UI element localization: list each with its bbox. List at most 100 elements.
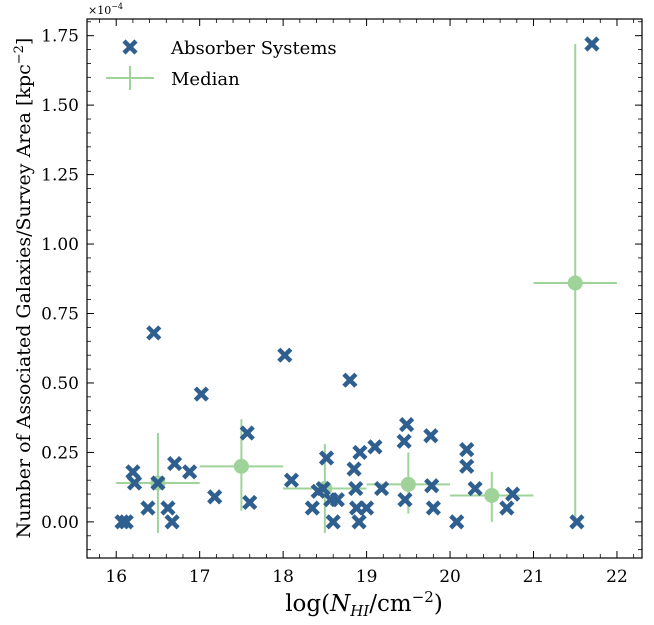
absorber-point — [207, 489, 223, 505]
y-tick-label: 1.75 — [41, 27, 79, 47]
absorber-point — [329, 492, 345, 508]
absorber-marker-stroke — [397, 492, 413, 508]
plot-frame — [86, 18, 643, 559]
absorber-point — [114, 514, 130, 530]
absorber-marker-stroke — [399, 417, 415, 433]
absorber-point — [164, 514, 180, 530]
absorber-point — [125, 464, 141, 480]
y-tick-label: 0.50 — [41, 374, 79, 394]
absorber-point — [467, 480, 483, 497]
absorber-marker-stroke — [329, 492, 345, 508]
median-marker — [233, 458, 249, 474]
x-tick-label: 21 — [523, 567, 545, 587]
y-tick-label: 1.25 — [41, 166, 79, 186]
absorber-marker-stroke — [505, 486, 521, 502]
absorber-marker-stroke — [167, 455, 183, 472]
absorber-marker-stroke — [358, 500, 375, 516]
x-tick-label: 17 — [189, 567, 211, 587]
absorber-marker-stroke — [242, 494, 258, 511]
absorber-marker-stroke — [239, 425, 255, 441]
absorber-point — [348, 480, 364, 497]
absorber-marker-stroke — [342, 372, 358, 388]
absorber-point — [423, 428, 439, 444]
absorber-point — [140, 500, 156, 516]
y-tick-label: 0.75 — [41, 305, 79, 325]
absorber-point — [242, 494, 258, 511]
x-axis-label: log(NHI/cm−2) — [285, 588, 443, 620]
absorber-marker-stroke — [584, 36, 600, 52]
absorber-point — [342, 372, 358, 388]
absorber-marker-stroke — [423, 428, 439, 444]
median-point — [533, 44, 617, 522]
y-scale-factor: ×10−4 — [88, 2, 123, 17]
absorber-marker-stroke — [207, 489, 223, 505]
absorber-marker-stroke — [160, 500, 176, 516]
absorber-marker-stroke — [315, 480, 331, 497]
absorber-point — [367, 439, 383, 455]
absorber-point — [239, 425, 255, 441]
absorber-point — [374, 480, 390, 497]
absorber-marker-stroke — [125, 464, 141, 480]
absorber-point — [459, 458, 475, 474]
absorber-point — [346, 461, 362, 477]
absorber-point — [499, 500, 515, 516]
absorber-point — [304, 500, 320, 516]
absorber-marker-stroke — [569, 514, 585, 530]
absorber-point — [325, 514, 341, 530]
legend: Absorber Systems Median — [106, 38, 337, 90]
absorber-marker-stroke — [424, 478, 440, 494]
absorber-point — [459, 442, 475, 458]
absorber-point — [569, 514, 585, 530]
median-point — [450, 471, 534, 522]
x-tick-label: 18 — [272, 567, 294, 587]
absorber-marker-stroke — [374, 480, 390, 497]
absorber-marker-stroke — [182, 464, 198, 480]
legend-absorber-marker — [122, 39, 138, 55]
absorber-marker-stroke — [459, 458, 475, 474]
absorber-point — [182, 464, 198, 480]
absorber-point — [118, 514, 134, 530]
absorber-marker-stroke — [459, 442, 475, 458]
absorber-marker-stroke — [352, 444, 368, 461]
absorber-marker-stroke — [118, 514, 134, 530]
x-tick-label: 19 — [356, 567, 378, 587]
absorber-marker-stroke — [318, 450, 335, 466]
absorber-point — [399, 417, 415, 433]
absorber-point — [358, 500, 375, 516]
absorber-marker-stroke — [348, 480, 364, 497]
absorber-point — [397, 492, 413, 508]
absorber-point — [193, 386, 209, 402]
median-series — [116, 44, 617, 533]
absorber-marker-stroke — [304, 500, 320, 516]
absorber-point — [167, 455, 183, 472]
y-tick-label: 1.50 — [41, 96, 79, 116]
absorber-marker-stroke — [467, 480, 483, 497]
legend-median-label: Median — [171, 69, 240, 90]
absorber-series — [114, 36, 600, 530]
absorber-point — [584, 36, 600, 52]
absorber-marker-stroke — [449, 514, 465, 530]
median-point — [199, 419, 284, 511]
absorber-point — [449, 514, 465, 530]
y-axis-label: Number of Associated Galaxies/Survey Are… — [12, 38, 35, 539]
absorber-marker-stroke — [351, 514, 367, 530]
absorber-marker-stroke — [346, 461, 362, 477]
absorber-point — [277, 347, 293, 363]
absorber-marker-stroke — [325, 514, 341, 530]
median-marker — [484, 487, 500, 503]
absorber-point — [396, 433, 412, 449]
axis-tick-labels: 16 17 18 19 20 21 22 0.00 0.25 0.50 0.75 1.00 1.25 1.… — [41, 27, 628, 587]
absorber-marker-stroke — [425, 500, 441, 516]
absorber-marker-stroke — [193, 386, 209, 402]
absorber-point — [160, 500, 176, 516]
absorber-point — [505, 486, 521, 502]
absorber-point — [146, 325, 162, 341]
absorber-point — [126, 475, 143, 491]
absorber-point — [424, 478, 440, 494]
absorber-marker-stroke — [499, 500, 515, 516]
absorber-point — [315, 480, 331, 497]
x-tick-label: 20 — [439, 567, 461, 587]
absorber-point — [351, 514, 367, 530]
absorber-marker-stroke — [283, 472, 300, 488]
